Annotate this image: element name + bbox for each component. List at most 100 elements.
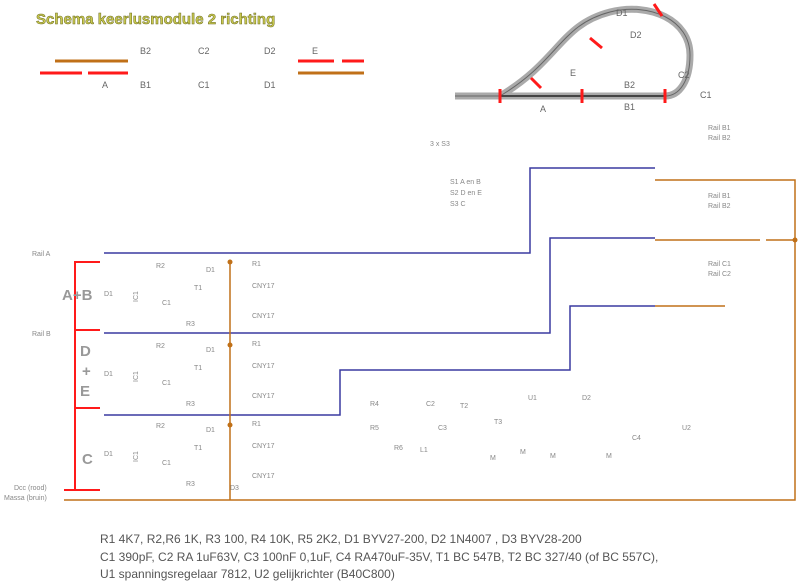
module-2-ic: IC1 [133, 371, 140, 382]
loop-label-d2: D2 [630, 30, 642, 40]
loop-label-a: A [540, 104, 546, 114]
loop-inner [455, 8, 691, 97]
legend-c2: C2 [198, 46, 210, 56]
module-1-label-5: D1 [104, 291, 113, 298]
ps-u1: U1 [528, 395, 537, 402]
relay-label: 3 x S3 [430, 141, 450, 148]
power-supply-components: R4 R5 C2 C3 T2 T3 U1 D2 C4 U2 R6 L1 M M … [370, 395, 691, 462]
rail-pair1-l2: Rail B2 [708, 203, 731, 210]
ps-t2: T2 [460, 403, 468, 410]
orange-wiring [64, 179, 796, 501]
legend-b2: B2 [140, 46, 151, 56]
loop-label-b1: B1 [624, 102, 635, 112]
loop-label-e: E [570, 68, 576, 78]
loop-label-b2: B2 [624, 80, 635, 90]
ps-t3: T3 [494, 419, 502, 426]
loop-label-c2: C2 [678, 70, 690, 80]
module-2-label-3: D1 [206, 347, 215, 354]
module-1-label-4: R3 [186, 321, 195, 328]
ps-m2: M [520, 449, 526, 456]
diagram-title: Schema keerlusmodule 2 richting [36, 11, 275, 28]
module-diode-d3: D3 [230, 485, 239, 492]
parts-line-2: C1 390pF, C2 RA 1uF63V, C3 100nF 0,1uF, … [100, 550, 658, 564]
loop-label-c1: C1 [700, 90, 712, 100]
legend-d1: D1 [264, 80, 276, 90]
module-3-label-0: R2 [156, 423, 165, 430]
junction-dot-1 [792, 237, 798, 243]
blue-wiring [104, 167, 655, 416]
ps-u2: U2 [682, 425, 691, 432]
module-3-label-5: D1 [104, 451, 113, 458]
module-1-ic: IC1 [133, 291, 140, 302]
module-3-label-3: D1 [206, 427, 215, 434]
ps-c2: C2 [426, 401, 435, 408]
rail-top-b2: Rail B2 [708, 135, 731, 142]
rail-a-label: Rail A [32, 251, 51, 258]
group-e: E [80, 383, 90, 400]
legend-c1: C1 [198, 80, 210, 90]
loop-outer [455, 5, 694, 100]
rail-top-b1: Rail B1 [708, 125, 731, 132]
ps-c3: C3 [438, 425, 447, 432]
ps-d2: D2 [582, 395, 591, 402]
rail-pair2-l1: Rail C1 [708, 261, 731, 268]
track-legend: B2 C2 D2 E A B1 C1 D1 [40, 46, 364, 90]
detector-module-1: R2 C1 T1 D1 R3 D1 CNY17 CNY17 R1 IC1 [104, 261, 275, 328]
module-3-label-1: C1 [162, 460, 171, 467]
ps-r6: R6 [394, 445, 403, 452]
module-2-label-5: D1 [104, 371, 113, 378]
group-d: D [80, 343, 91, 360]
ps-m3: M [550, 453, 556, 460]
legend-d2: D2 [264, 46, 276, 56]
legend-b1: B1 [140, 80, 151, 90]
junction-dot-2 [227, 259, 233, 265]
module-2-label-7: CNY17 [252, 393, 275, 400]
module-2-label-2: T1 [194, 365, 202, 372]
detector-modules: R2 C1 T1 D1 R3 D1 CNY17 CNY17 R1 IC1 R2 C1 T1 D1 R3 D1 C… [104, 261, 275, 492]
gap-d-upper [652, 3, 664, 17]
rail-b-label: Rail B [32, 331, 51, 338]
legend-e: E [312, 46, 318, 56]
group-ab: A+B [62, 287, 93, 304]
detector-module-3: R2 C1 T1 D1 R3 D1 CNY17 CNY17 R1 IC1 D3 [104, 421, 275, 492]
ps-r5: R5 [370, 425, 379, 432]
module-1-label-8: R1 [252, 261, 261, 268]
dcc-label: Dcc (rood) [14, 485, 47, 492]
group-c: C [82, 451, 93, 468]
module-3-label-6: CNY17 [252, 443, 275, 450]
detector-module-2: R2 C1 T1 D1 R3 D1 CNY17 CNY17 R1 IC1 [104, 341, 275, 408]
ps-m1: M [490, 455, 496, 462]
module-1-label-0: R2 [156, 263, 165, 270]
massa-label: Massa (bruin) [4, 495, 47, 502]
legend-a: A [102, 80, 108, 90]
parts-line-1: R1 4K7, R2,R6 1K, R3 100, R4 10K, R5 2K2… [100, 532, 582, 546]
module-1-label-2: T1 [194, 285, 202, 292]
module-3-label-4: R3 [186, 481, 195, 488]
ps-r4: R4 [370, 401, 379, 408]
rail-pair1-l1: Rail B1 [708, 193, 731, 200]
module-3-label-7: CNY17 [252, 473, 275, 480]
parts-line-3: U1 spanningsregelaar 7812, U2 gelijkrich… [100, 567, 395, 581]
group-plus: + [82, 363, 91, 380]
module-2-label-0: R2 [156, 343, 165, 350]
relay-item-2: S2 D en E [450, 190, 482, 197]
module-3-label-2: T1 [194, 445, 202, 452]
module-3-label-8: R1 [252, 421, 261, 428]
ps-l1: L1 [420, 447, 428, 454]
module-1-label-3: D1 [206, 267, 215, 274]
loop-label-d1: D1 [616, 8, 628, 18]
gap-e [529, 76, 543, 90]
junction-dot-3 [227, 342, 233, 348]
module-1-label-6: CNY17 [252, 283, 275, 290]
module-2-label-4: R3 [186, 401, 195, 408]
module-1-label-1: C1 [162, 300, 171, 307]
module-3-ic: IC1 [133, 451, 140, 462]
relay-item-3: S3 C [450, 201, 466, 208]
module-2-label-1: C1 [162, 380, 171, 387]
relay-item-1: S1 A en B [450, 179, 481, 186]
reversing-loop-track: D1 D2 E A B2 B1 C2 C1 [455, 3, 712, 114]
junction-dot-4 [227, 422, 233, 428]
ps-c4: C4 [632, 435, 641, 442]
dcc-bracket [64, 261, 100, 491]
